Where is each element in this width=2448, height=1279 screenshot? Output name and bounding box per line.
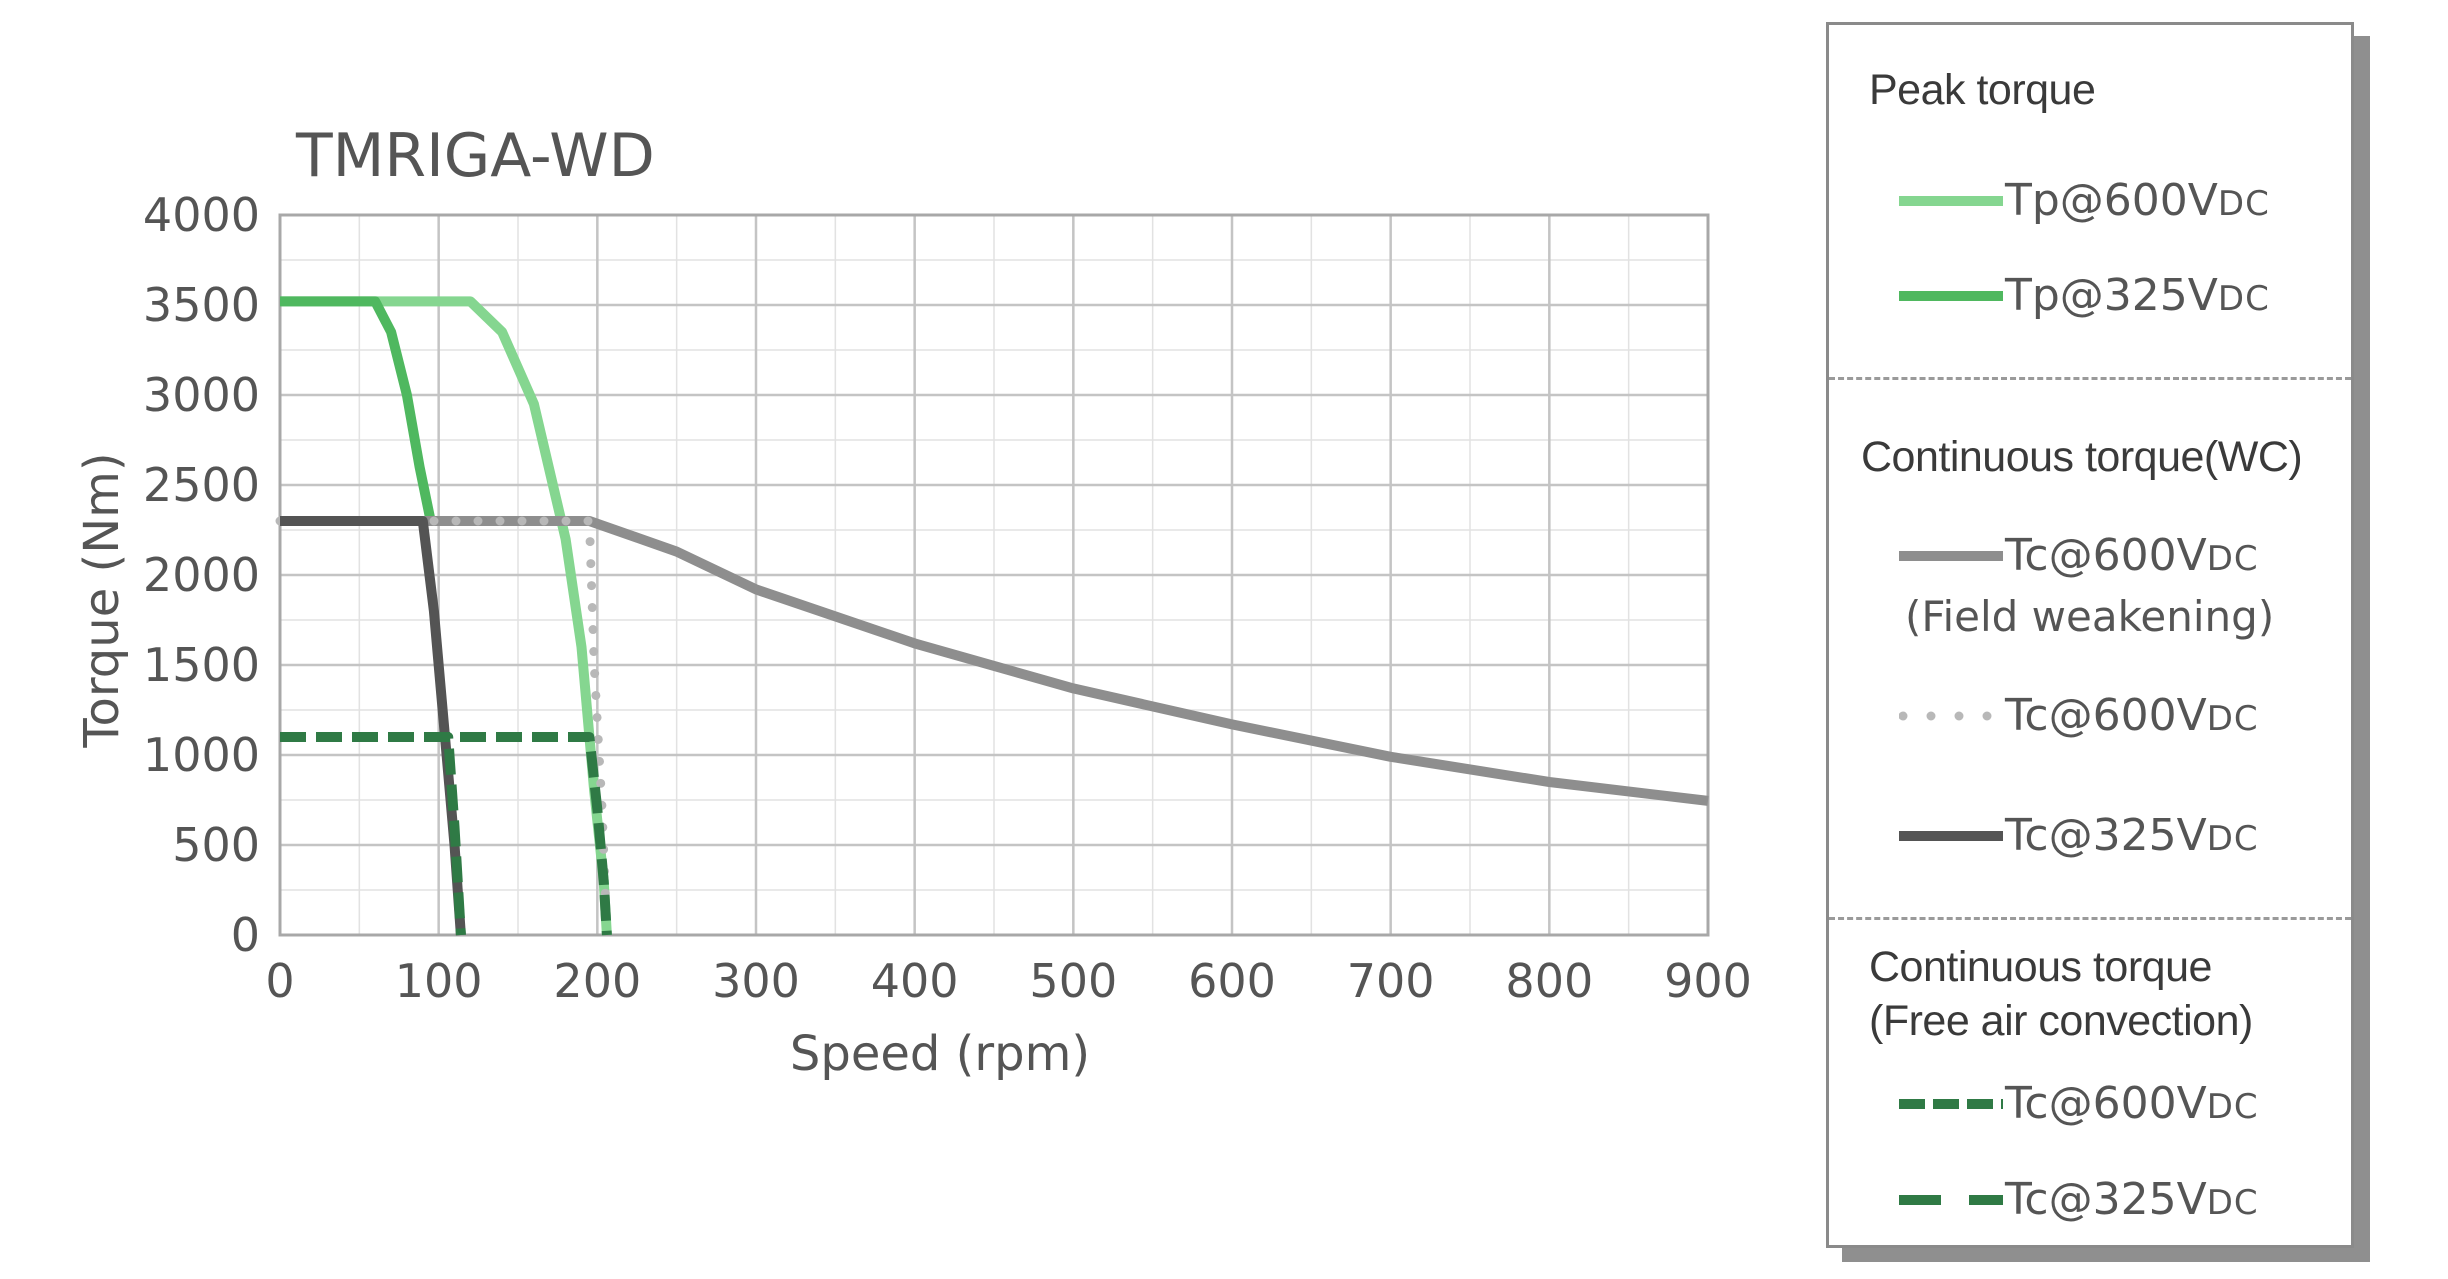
legend-item-tc600: Tc@600VDC — [1899, 690, 2259, 741]
y-axis-label: Torque (Nm) — [74, 452, 130, 748]
x-tick-label: 300 — [712, 954, 800, 1008]
x-axis-label: Speed (rpm) — [790, 1026, 1090, 1082]
y-tick-label: 1500 — [143, 638, 260, 692]
series-line-tc325 — [280, 516, 466, 936]
legend-item-tc600-air: Tc@600VDC — [1899, 1078, 2259, 1129]
legend-heading-peak: Peak torque — [1869, 66, 2096, 114]
x-tick-label: 900 — [1664, 954, 1752, 1008]
legend-item-tc325-air: Tc@325VDC — [1899, 1174, 2259, 1225]
legend-label-tc600-fw: Tc@600VDC — [2005, 530, 2259, 581]
y-tick-labels: 0 500 1000 1500 2000 2500 3000 3500 4000 — [143, 188, 260, 962]
legend-note-field-weakening: (Field weakening) — [1905, 592, 2275, 641]
series-line-tp600 — [280, 296, 612, 936]
series-lines — [275, 296, 1709, 940]
legend-item-tp600: Tp@600VDC — [1899, 175, 2270, 226]
legend-label-tp325: Tp@325VDC — [2005, 270, 2270, 321]
legend-label-tc325: Tc@325VDC — [2005, 810, 2259, 861]
x-tick-label: 400 — [871, 954, 959, 1008]
y-tick-label: 2500 — [143, 458, 260, 512]
chart-title: TMRIGA-WD — [295, 121, 655, 191]
legend-swatch-tc600 — [1899, 711, 2003, 720]
legend-label-tc325-air: Tc@325VDC — [2005, 1174, 2259, 1225]
legend-swatch-tc600-air — [1899, 1098, 2003, 1109]
legend-swatch-tc600-fw — [1899, 550, 2003, 561]
series-line-tc600_air — [280, 732, 612, 936]
legend-swatch-tp600 — [1899, 195, 2003, 206]
y-tick-label: 3500 — [143, 278, 260, 332]
legend-heading-wc: Continuous torque(WC) — [1861, 433, 2303, 481]
series-line-tp325 — [280, 296, 436, 523]
y-tick-label: 0 — [231, 908, 260, 962]
legend-air-section: Continuous torque (Free air convection) … — [1829, 917, 2351, 1254]
legend-swatch-tp325 — [1899, 290, 2003, 301]
y-tick-label: 500 — [172, 818, 260, 872]
y-tick-label: 4000 — [143, 188, 260, 242]
legend-peak-section: Peak torque Tp@600VDC Tp@325VDC — [1829, 25, 2351, 377]
legend-item-tp325: Tp@325VDC — [1899, 270, 2270, 321]
legend-label-tc600: Tc@600VDC — [2005, 690, 2259, 741]
x-tick-label: 100 — [395, 954, 483, 1008]
legend-label-tc600-air: Tc@600VDC — [2005, 1078, 2259, 1129]
x-tick-label: 800 — [1505, 954, 1593, 1008]
series-line-tc600 — [275, 516, 612, 940]
legend-item-tc600-fw: Tc@600VDC — [1899, 530, 2259, 581]
torque-speed-chart: TMRIGA-WD 0 100 200 300 400 500 600 700 800 900 0… — [74, 121, 1752, 1082]
y-tick-label: 2000 — [143, 548, 260, 602]
x-tick-label: 500 — [1029, 954, 1117, 1008]
series-line-tc325_air — [280, 732, 466, 936]
legend-wc-section: Continuous torque(WC) Tc@600VDC (Field w… — [1829, 377, 2351, 920]
legend-swatch-tc325-air — [1899, 1194, 2003, 1205]
y-tick-label: 1000 — [143, 728, 260, 782]
plot-frame — [278, 213, 1710, 937]
legend-label-tp600: Tp@600VDC — [2005, 175, 2270, 226]
x-tick-label: 700 — [1347, 954, 1435, 1008]
legend-heading-air-1: Continuous torque — [1869, 943, 2212, 991]
legend: Peak torque Tp@600VDC Tp@325VDC Continuo… — [1826, 22, 2354, 1248]
x-tick-labels: 0 100 200 300 400 500 600 700 800 900 — [265, 954, 1752, 1008]
legend-heading-air-2: (Free air convection) — [1869, 997, 2253, 1045]
x-tick-label: 600 — [1188, 954, 1276, 1008]
legend-item-tc325: Tc@325VDC — [1899, 810, 2259, 861]
series-line-tc600_fw — [280, 516, 1709, 806]
x-tick-label: 0 — [265, 954, 294, 1008]
x-tick-label: 200 — [553, 954, 641, 1008]
legend-swatch-tc325 — [1899, 830, 2003, 841]
y-tick-label: 3000 — [143, 368, 260, 422]
